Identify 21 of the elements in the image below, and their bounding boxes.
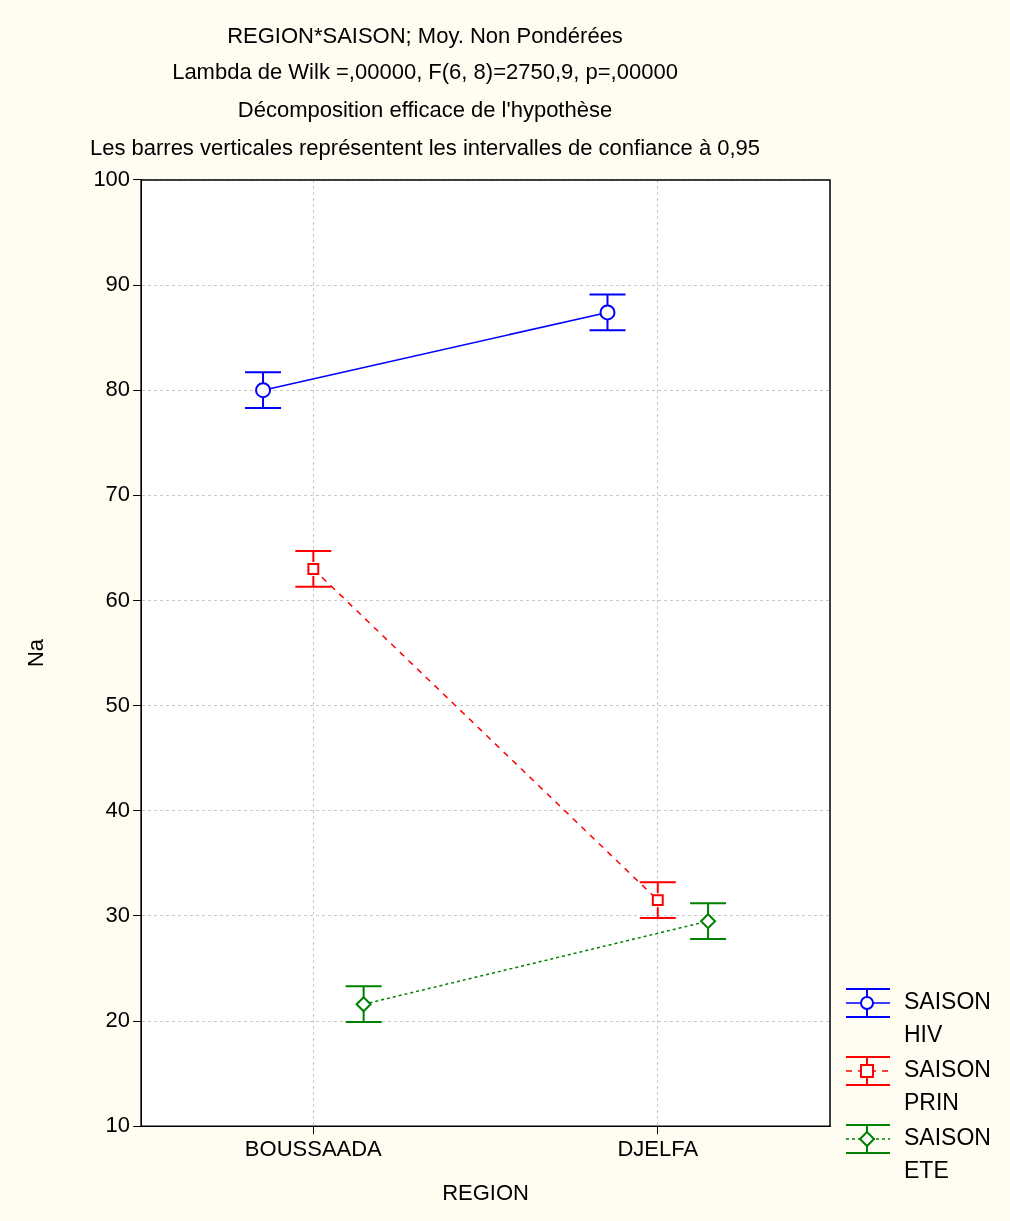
y-tick-label: 20 [105, 1007, 131, 1033]
y-tick-label: 90 [105, 271, 131, 297]
chart-subtitle: Lambda de Wilk =,00000, F(6, 8)=2750,9, p=,00000 [172, 59, 678, 85]
y-tick-label: 60 [105, 586, 131, 612]
legend-label: SAISON PRIN [904, 1055, 992, 1117]
text: Décomposition efficace de l'hypothèse [237, 97, 613, 123]
y-tick-label: 100 [93, 165, 131, 191]
y-tick-label: 80 [105, 376, 131, 402]
y-tick-label: 40 [105, 796, 131, 822]
y-tick-label: 30 [105, 901, 131, 927]
y-axis-title: Na [23, 638, 49, 668]
x-tick-label: DJELFA [617, 1136, 699, 1162]
chart-title: REGION*SAISON; Moy. Non Pondérées [227, 23, 623, 49]
y-tick-label: 50 [105, 691, 131, 717]
legend-label: SAISON ETE [904, 1123, 992, 1185]
x-axis-title: REGION [442, 1179, 529, 1205]
legend-label: SAISON HIV [904, 987, 992, 1049]
y-tick-label: 10 [105, 1112, 131, 1138]
text: Les barres verticales représentent les intervalles de confiance à 0,95 [89, 135, 761, 161]
y-tick-label: 70 [105, 481, 131, 507]
x-tick-label: BOUSSAADA [244, 1136, 383, 1162]
